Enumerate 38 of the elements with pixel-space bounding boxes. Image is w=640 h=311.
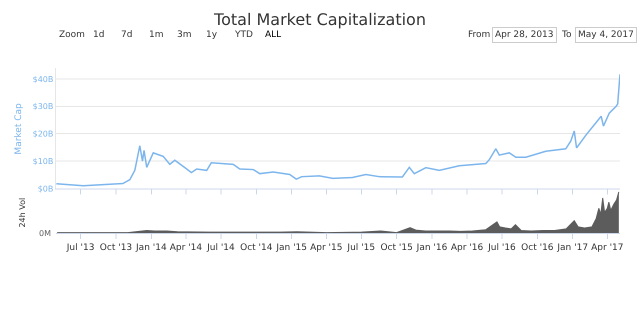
- x-tick-label: Jan '14: [135, 242, 167, 253]
- y-tick-label: $20B: [32, 130, 54, 138]
- x-tick-label: Jul '14: [206, 242, 236, 253]
- text: Apr 28, 2013: [495, 30, 554, 40]
- x-tick-label: Jan '15: [275, 242, 308, 253]
- text: YTD: [234, 30, 253, 40]
- text: 7d: [121, 30, 132, 40]
- y-axis-title: Market Cap: [14, 102, 24, 155]
- y-axis-title: 24h Vol: [18, 198, 27, 228]
- text: 1y: [206, 30, 218, 40]
- chart-title: Total Market Capitalization: [213, 10, 426, 30]
- x-tick-label: Jul '15: [346, 242, 376, 253]
- x-tick-label: Jul '16: [487, 242, 516, 253]
- text: May 4, 2017: [578, 30, 634, 40]
- y-tick-label: $30B: [32, 102, 54, 112]
- text: Zoom: [59, 30, 85, 40]
- text: 1d: [93, 30, 104, 40]
- x-tick-label: Oct '15: [380, 242, 413, 253]
- x-tick-label: Jan '16: [416, 242, 448, 253]
- x-tick-label: Apr '15: [310, 242, 342, 253]
- x-tick-label: Oct '13: [100, 242, 132, 253]
- text: From: [468, 30, 490, 40]
- text: 3m: [177, 30, 192, 40]
- line-series: [56, 74, 620, 186]
- text: 1m: [149, 30, 164, 40]
- x-tick-label: Oct '16: [521, 242, 554, 253]
- text: To: [561, 30, 572, 40]
- y-tick-label: $10B: [32, 156, 54, 166]
- text: 0M: [39, 229, 52, 238]
- x-tick-label: Jul '13: [66, 242, 94, 253]
- x-tick-label: Apr '14: [170, 242, 202, 253]
- x-tick-label: Oct '14: [240, 242, 273, 253]
- y-tick-label: $40B: [32, 74, 54, 84]
- x-tick-label: Apr '16: [450, 242, 484, 253]
- y-tick-label: $0B: [38, 184, 54, 194]
- x-tick-label: Apr '17: [591, 242, 624, 253]
- x-tick-label: Jan '17: [556, 242, 588, 253]
- text: ALL: [265, 30, 282, 40]
